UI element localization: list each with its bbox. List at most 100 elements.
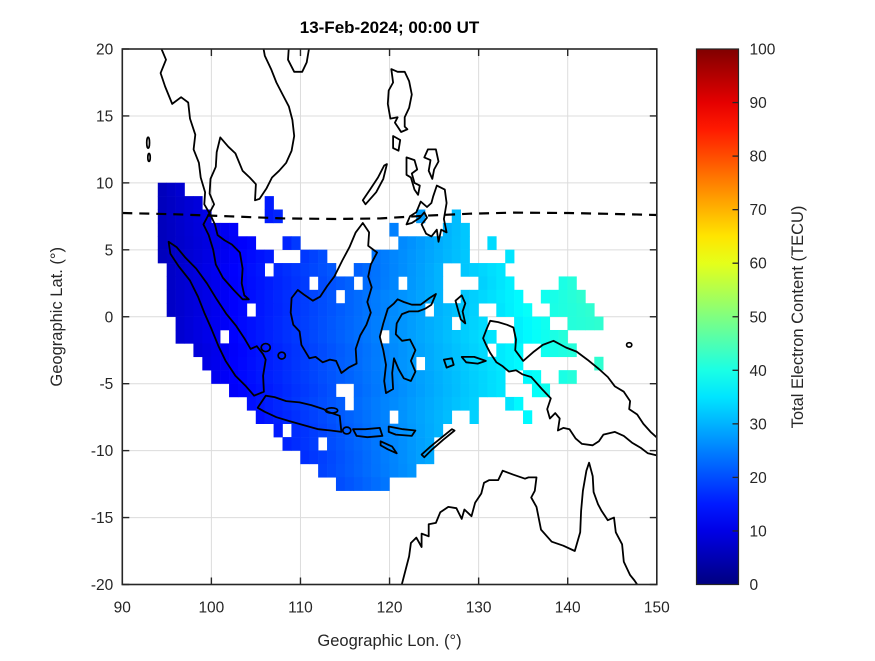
- tec-tile: [237, 316, 248, 331]
- tec-tile: [229, 343, 239, 358]
- tec-tile: [309, 450, 319, 465]
- tec-tile: [371, 410, 381, 424]
- tec-tile: [353, 263, 363, 277]
- tec-tile: [496, 343, 506, 358]
- tec-tile: [460, 329, 470, 344]
- tec-tile: [327, 383, 337, 398]
- tec-tile: [496, 356, 506, 371]
- tec-tile: [442, 236, 453, 250]
- tec-tile: [264, 329, 274, 344]
- coastline-path: [256, 394, 343, 433]
- tec-tile: [398, 356, 408, 371]
- tec-tile: [540, 329, 551, 344]
- coastline-path: [159, 49, 296, 301]
- tec-tile: [549, 303, 559, 317]
- tec-tile: [246, 263, 257, 277]
- tec-tile: [594, 356, 604, 371]
- tec-tile: [157, 196, 167, 210]
- tec-tile: [442, 343, 453, 358]
- tec-tile: [558, 343, 568, 358]
- tec-tile: [407, 329, 417, 344]
- tec-tile: [300, 423, 310, 438]
- tec-tile: [514, 303, 524, 317]
- tec-tile: [380, 289, 390, 304]
- tec-tile: [425, 316, 435, 331]
- tec-tile: [433, 289, 444, 304]
- tec-tile: [398, 396, 408, 411]
- tec-tile: [211, 329, 221, 344]
- tec-tile: [389, 329, 399, 344]
- tec-tile: [353, 343, 363, 358]
- tec-tile: [300, 249, 310, 264]
- tec-tile: [335, 477, 346, 491]
- tec-tile: [344, 410, 355, 424]
- tec-tile: [291, 423, 301, 438]
- tec-tile: [540, 289, 551, 304]
- tec-tile: [389, 343, 399, 358]
- tec-tile: [496, 263, 506, 277]
- tec-tile: [335, 276, 346, 291]
- tec-tile: [407, 463, 417, 478]
- coastline-path: [460, 356, 487, 365]
- tec-tile: [184, 263, 194, 277]
- tec-tile: [505, 343, 515, 358]
- tec-tile: [229, 249, 239, 264]
- tec-tile: [478, 343, 488, 358]
- tec-tile: [282, 437, 292, 451]
- tec-tile: [193, 222, 203, 237]
- tec-tile: [416, 263, 426, 277]
- tec-tile: [371, 303, 381, 317]
- tec-tile: [175, 263, 185, 277]
- tec-tile: [246, 370, 257, 384]
- tec-tile: [514, 356, 524, 371]
- tec-tile: [273, 263, 283, 277]
- tec-tile: [478, 316, 488, 331]
- tec-tile: [229, 289, 239, 304]
- tec-tile: [505, 276, 515, 291]
- tec-tile: [282, 343, 292, 358]
- tec-tile: [166, 196, 176, 210]
- tec-tile: [327, 289, 337, 304]
- tec-tile: [380, 316, 390, 331]
- tec-tile: [362, 477, 372, 491]
- tec-tile: [273, 343, 283, 358]
- tec-tile: [273, 276, 283, 291]
- tec-tile: [451, 383, 461, 398]
- tec-tile: [157, 209, 167, 224]
- tec-tile: [353, 410, 363, 424]
- tec-tile: [531, 316, 542, 331]
- tec-tile: [282, 396, 292, 411]
- tec-tile: [540, 383, 551, 398]
- tec-tile: [264, 196, 274, 210]
- tec-tile: [353, 383, 363, 398]
- tec-tile: [344, 276, 355, 291]
- tec-tile: [246, 316, 257, 331]
- tec-tile: [371, 249, 381, 264]
- tec-tile: [246, 356, 257, 371]
- tec-tile: [309, 396, 319, 411]
- tec-tile: [175, 289, 185, 304]
- tec-tile: [416, 289, 426, 304]
- tec-tiles: [157, 182, 604, 491]
- tec-tile: [442, 249, 453, 264]
- tec-tile: [166, 263, 176, 277]
- tec-tile: [327, 329, 337, 344]
- tec-tile: [157, 182, 167, 197]
- tec-tile: [353, 477, 363, 491]
- y-tick-label: -20: [91, 577, 114, 594]
- tec-tile: [478, 276, 488, 291]
- tec-tile: [380, 396, 390, 411]
- colorbar-tick-label: 30: [750, 416, 768, 433]
- tec-tile: [362, 450, 372, 465]
- tec-tile: [282, 410, 292, 424]
- tec-tile: [416, 450, 426, 465]
- tec-tile: [255, 356, 265, 371]
- tec-tile: [184, 276, 194, 291]
- tec-tile: [380, 477, 390, 491]
- tec-tile: [433, 329, 444, 344]
- tec-tile: [229, 236, 239, 250]
- tec-tile: [291, 437, 301, 451]
- tec-tile: [220, 263, 230, 277]
- coastline-path: [361, 163, 388, 206]
- tec-tile: [371, 263, 381, 277]
